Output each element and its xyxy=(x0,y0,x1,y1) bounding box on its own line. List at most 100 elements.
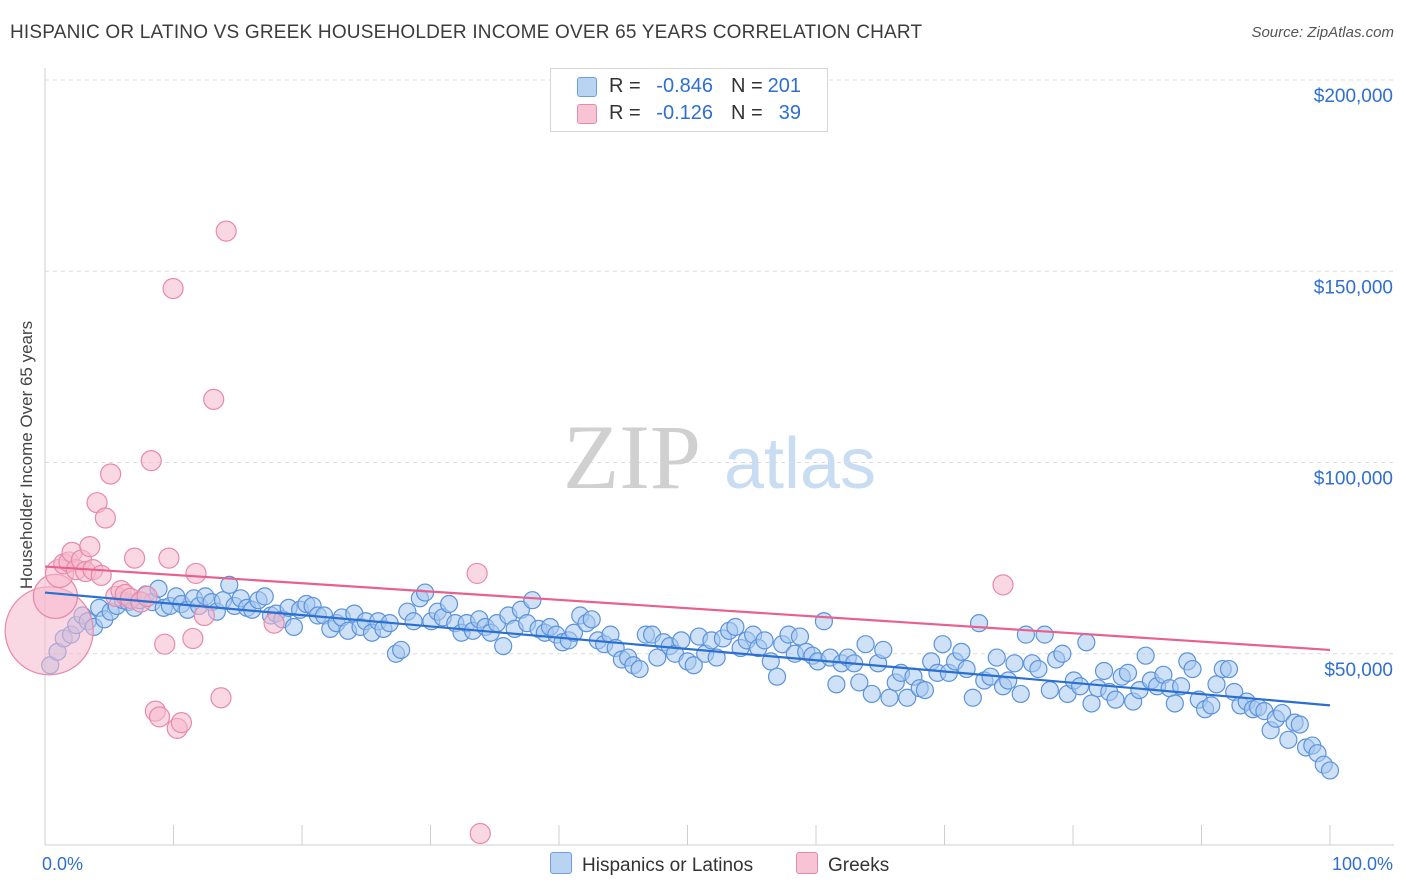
y-tick-labels: $50,000 $100,000 $150,000 $200,000 xyxy=(1314,86,1393,681)
data-point-hispanic xyxy=(1011,684,1030,704)
data-point-hispanic xyxy=(1136,646,1155,665)
legend-r-label: R = xyxy=(609,102,641,124)
data-point-greek xyxy=(154,633,176,655)
data-point-greek xyxy=(992,574,1014,596)
data-point-hispanic xyxy=(1320,761,1340,780)
data-point-hispanic xyxy=(1053,644,1072,663)
data-point-hispanic xyxy=(630,659,649,679)
data-point-greek xyxy=(215,220,237,242)
data-point-hispanic xyxy=(1118,663,1138,682)
bottom-legend-swatch-greek xyxy=(796,852,818,874)
x-tick-labels: 0.0% 100.0% xyxy=(42,854,1393,874)
bottom-legend-swatch-hispanic xyxy=(550,852,572,874)
watermark-zip: ZIP xyxy=(563,406,701,508)
data-point-hispanic xyxy=(767,667,787,686)
data-point-greek xyxy=(210,687,232,709)
bottom-legend-label-hispanic: Hispanics or Latinos xyxy=(582,855,754,876)
x-tick-label: 100.0% xyxy=(1332,854,1393,874)
data-point-hispanic xyxy=(898,688,917,707)
x-tick-label: 0.0% xyxy=(42,854,83,874)
data-point-hispanic xyxy=(523,591,542,610)
data-point-hispanic xyxy=(1094,661,1114,681)
legend-n-label: N = xyxy=(731,75,763,97)
data-point-hispanic xyxy=(850,673,869,692)
data-point-greek xyxy=(148,706,171,728)
legend-r-value: -0.846 xyxy=(656,75,713,97)
bottom-legend-greek: Greeks xyxy=(796,852,889,877)
data-point-hispanic xyxy=(790,627,810,646)
legend-row-hispanic: R = -0.846 N = 201 xyxy=(551,74,827,100)
data-point-hispanic xyxy=(1272,703,1292,723)
bottom-legend-hispanic: Hispanics or Latinos xyxy=(550,852,753,877)
data-point-hispanic xyxy=(987,648,1006,667)
data-point-hispanic xyxy=(392,640,411,660)
legend-swatch-greek xyxy=(577,104,597,124)
trend-line-greek xyxy=(44,565,1331,652)
data-point-hispanic xyxy=(582,610,601,629)
data-point-greek xyxy=(94,507,116,529)
bottom-legend-label-greek: Greeks xyxy=(828,855,890,876)
legend-row-greek: R = -0.126 N = 39 xyxy=(551,101,827,127)
data-point-greek xyxy=(170,711,193,734)
data-point-greek xyxy=(263,612,285,634)
y-axis-title: Householder Income Over 65 years xyxy=(17,320,36,590)
data-point-hispanic xyxy=(404,612,423,631)
data-point-hispanic xyxy=(1040,680,1059,700)
watermark: ZIP atlas xyxy=(563,406,876,508)
data-point-hispanic xyxy=(1183,659,1202,679)
legend-swatch-hispanic xyxy=(577,77,597,97)
data-point-hispanic xyxy=(1207,675,1226,694)
y-tick-label: $150,000 xyxy=(1314,277,1393,298)
data-point-hispanic xyxy=(1035,625,1054,644)
data-point-greek xyxy=(140,449,162,472)
data-point-greek xyxy=(136,585,158,607)
data-point-hispanic xyxy=(439,594,459,614)
data-point-hispanic xyxy=(856,635,875,654)
data-point-hispanic xyxy=(284,617,303,637)
data-point-hispanic xyxy=(726,617,745,637)
data-point-hispanic xyxy=(755,631,774,650)
data-point-hispanic xyxy=(684,656,703,675)
data-point-hispanic xyxy=(564,623,584,642)
chart-title: HISPANIC OR LATINO VS GREEK HOUSEHOLDER … xyxy=(10,22,923,43)
grid-lines xyxy=(45,79,1394,655)
data-point-greek xyxy=(123,547,146,569)
data-point-hispanic xyxy=(862,684,881,704)
data-point-hispanic xyxy=(933,635,952,654)
data-point-greek xyxy=(185,562,207,585)
data-point-hispanic xyxy=(255,587,274,606)
data-point-greek xyxy=(469,822,491,845)
data-point-greek xyxy=(466,562,488,585)
data-point-greek xyxy=(203,388,225,410)
data-point-hispanic xyxy=(880,688,899,707)
data-point-hispanic xyxy=(1070,677,1090,696)
data-point-hispanic xyxy=(1171,677,1191,696)
y-tick-label: $100,000 xyxy=(1314,469,1393,490)
data-point-hispanic xyxy=(1077,633,1096,652)
data-point-greek xyxy=(182,627,204,650)
data-point-greek xyxy=(79,536,101,558)
data-point-greek xyxy=(193,604,215,627)
legend-n-label: N = xyxy=(731,102,763,124)
x-axis xyxy=(44,68,1394,846)
data-point-hispanic xyxy=(963,688,982,707)
chart-source: Source: ZipAtlas.com xyxy=(1251,24,1394,41)
data-point-hispanic xyxy=(648,648,667,667)
data-point-hispanic xyxy=(1279,730,1298,749)
data-point-hispanic xyxy=(1165,694,1184,713)
data-point-hispanic xyxy=(999,671,1018,690)
data-point-hispanic xyxy=(814,612,834,631)
data-point-hispanic xyxy=(915,680,935,700)
data-point-greek xyxy=(90,564,112,586)
data-point-hispanic xyxy=(969,614,989,633)
watermark-atlas: atlas xyxy=(724,424,876,504)
data-point-hispanic xyxy=(707,648,726,667)
stats-legend: R = -0.846 N = 201 R = -0.126 N = 39 xyxy=(550,68,828,132)
data-point-hispanic xyxy=(220,575,239,595)
legend-n-value: 201 xyxy=(767,75,801,97)
data-point-greek xyxy=(158,547,180,569)
y-tick-label: $200,000 xyxy=(1314,86,1393,107)
data-point-greek xyxy=(100,463,122,485)
data-point-hispanic xyxy=(874,640,893,660)
